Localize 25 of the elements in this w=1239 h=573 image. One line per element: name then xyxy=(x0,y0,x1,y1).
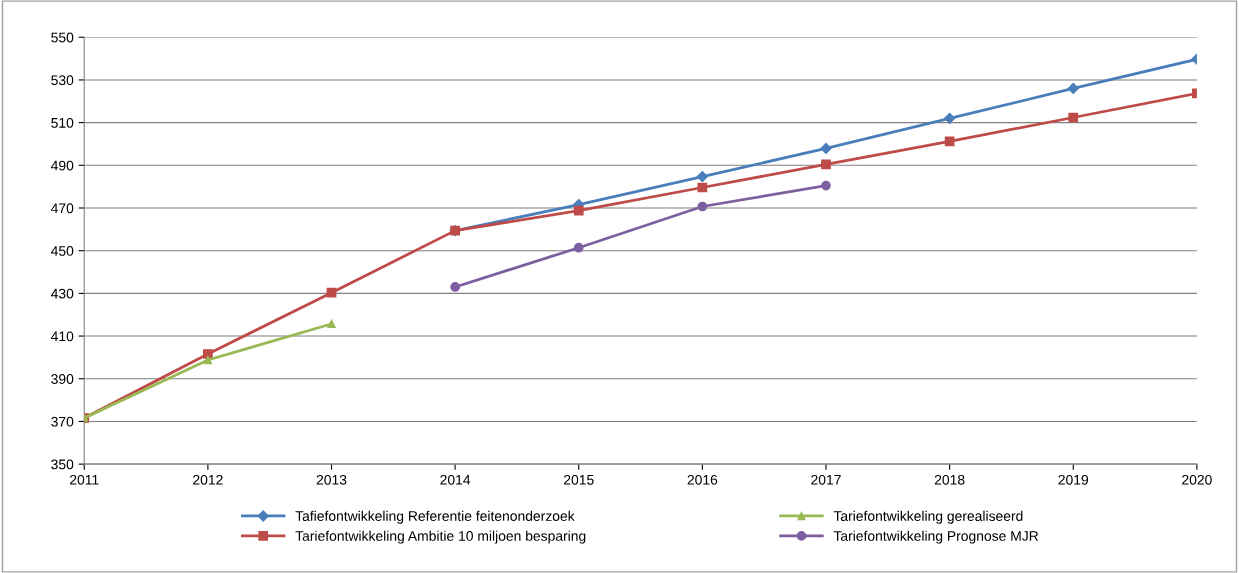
y-tick-label: 350 xyxy=(51,459,74,470)
y-tick-label: 430 xyxy=(50,288,74,299)
x-tick-label: 2015 xyxy=(564,474,594,485)
y-tick-label: 490 xyxy=(50,160,74,171)
y-tick-label: 470 xyxy=(50,203,74,214)
y-tick-label: 550 xyxy=(51,32,74,43)
x-tick-label: 2018 xyxy=(934,474,965,485)
x-tick-label: 2019 xyxy=(1058,474,1089,485)
x-tick-label: 2014 xyxy=(440,474,471,485)
x-tick-label: 2020 xyxy=(1182,474,1212,485)
y-tick-label: 390 xyxy=(51,374,74,384)
legend-label: Tariefontwikkeling Ambitie 10 miljoen besparing xyxy=(295,530,586,544)
y-tick-label: 410 xyxy=(50,331,74,342)
x-tick-label: 2017 xyxy=(811,474,841,485)
y-tick-label: 510 xyxy=(51,117,74,128)
y-tick-label: 450 xyxy=(50,246,74,256)
x-tick-label: 2012 xyxy=(193,474,223,485)
legend-label: Tafiefontwikkeling Referentie feitenonderzoek xyxy=(295,510,575,524)
legend-label: Tariefontwikkeling gerealiseerd xyxy=(833,510,1023,524)
x-tick-label: 2016 xyxy=(687,474,718,485)
legend-label: Tariefontwikkeling Prognose MJR xyxy=(833,530,1039,544)
x-tick-label: 2013 xyxy=(316,474,347,485)
x-tick-label: 2011 xyxy=(70,474,99,485)
y-tick-label: 370 xyxy=(51,416,74,427)
y-tick-label: 530 xyxy=(51,75,74,86)
